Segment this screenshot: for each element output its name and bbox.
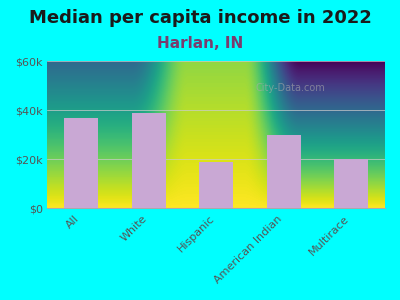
Bar [334,159,368,208]
Bar [64,118,98,208]
Bar [132,112,166,208]
Bar [267,135,301,208]
Text: Harlan, IN: Harlan, IN [157,36,243,51]
Text: Median per capita income in 2022: Median per capita income in 2022 [28,9,372,27]
Bar [199,162,233,208]
Text: City-Data.com: City-Data.com [256,82,325,92]
